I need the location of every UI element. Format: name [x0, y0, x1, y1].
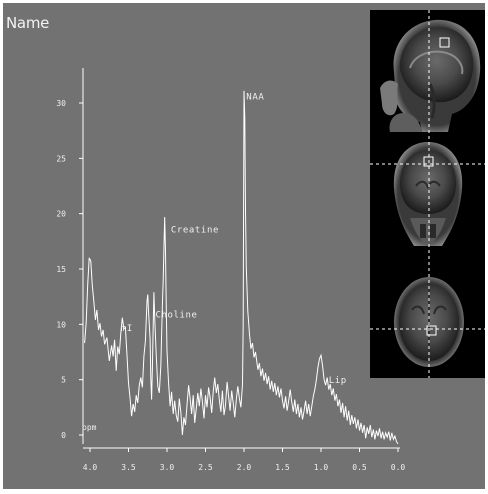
series-layer	[84, 90, 399, 445]
y-tick-label: 5	[61, 376, 66, 385]
x-tick-label: 3.5	[121, 463, 136, 472]
x-tick-label: 0.0	[391, 463, 406, 472]
peak-labels: NAA Creatine mI Choline Lip	[121, 93, 347, 386]
y-tick-label: 10	[56, 320, 66, 329]
y-tick-label: 20	[56, 210, 66, 219]
unit-label: ppm	[82, 423, 97, 432]
x-tick-label: 0.5	[352, 463, 367, 472]
peak-label: Choline	[155, 311, 197, 321]
y-tick-label: 25	[56, 154, 66, 163]
y-tick-label: 15	[56, 265, 66, 274]
y-tick-label: 30	[56, 99, 66, 108]
peak-label: mI	[121, 324, 133, 334]
x-tick-label: 2.5	[198, 463, 213, 472]
name-label: Name	[6, 14, 50, 32]
mri-localizer-column	[370, 10, 485, 378]
peak-label: Creatine	[171, 225, 219, 235]
x-tick-label: 1.0	[314, 463, 329, 472]
x-tick-label: 3.0	[160, 463, 175, 472]
peak-label: NAA	[246, 93, 264, 103]
x-axis-ticks: 4.0 3.5 3.0 2.5 2.0 1.5 1.0 0.5 0.0	[83, 448, 406, 472]
x-tick-label: 2.0	[237, 463, 252, 472]
y-axis-ticks: 0 5 10 15 20 25 30	[56, 99, 83, 440]
spectrum-trace	[84, 90, 399, 445]
x-tick-label: 1.5	[275, 463, 290, 472]
peak-label: Lip	[329, 376, 347, 386]
x-tick-label: 4.0	[83, 463, 98, 472]
y-tick-label: 0	[61, 431, 66, 440]
mri-sagittal-view[interactable]	[370, 10, 485, 132]
mri-coronal-view[interactable]	[370, 135, 485, 255]
